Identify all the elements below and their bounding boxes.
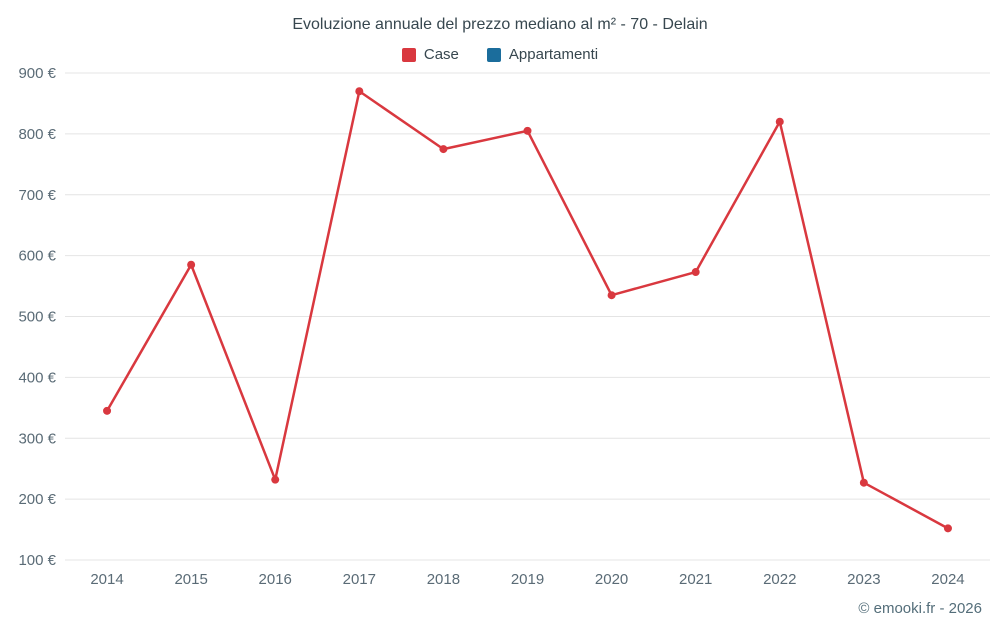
y-tick-label: 400 € [18, 369, 56, 386]
data-point-case-2021[interactable] [691, 268, 700, 277]
data-point-case-2023[interactable] [859, 478, 868, 487]
y-tick-label: 800 € [18, 126, 56, 143]
legend-label: Case [423, 46, 459, 63]
y-tick-label: 300 € [18, 430, 56, 447]
x-tick-label: 2017 [343, 571, 376, 588]
y-tick-label: 600 € [18, 248, 56, 265]
x-tick-label: 2014 [90, 571, 123, 588]
legend-marker-case [401, 47, 416, 62]
y-tick-label: 500 € [18, 309, 56, 326]
x-tick-label: 2015 [174, 571, 207, 588]
data-point-case-2016[interactable] [271, 475, 280, 484]
series-line-case [105, 90, 950, 530]
data-point-case-2020[interactable] [607, 291, 616, 300]
data-point-case-2015[interactable] [187, 260, 196, 269]
data-point-case-2017[interactable] [355, 87, 364, 96]
x-tick-label: 2021 [679, 571, 712, 588]
legend-label: Appartamenti [508, 46, 599, 63]
legend-item-appartamenti[interactable]: Appartamenti [486, 46, 599, 63]
data-point-case-2024[interactable] [943, 524, 952, 533]
chart-title: Evoluzione annuale del prezzo mediano al… [292, 16, 708, 33]
data-point-case-2022[interactable] [775, 117, 784, 126]
data-point-case-2018[interactable] [439, 145, 448, 154]
y-tick-label: 200 € [18, 491, 56, 508]
y-tick-label: 900 € [18, 65, 56, 82]
x-tick-label: 2023 [847, 571, 880, 588]
x-tick-label: 2022 [763, 571, 796, 588]
legend: Case Appartamenti [0, 46, 1000, 63]
x-tick-label: 2019 [511, 571, 544, 588]
x-tick-label: 2020 [595, 571, 628, 588]
x-tick-label: 2016 [259, 571, 292, 588]
data-point-case-2014[interactable] [103, 406, 112, 415]
x-tick-label: 2024 [931, 571, 964, 588]
x-tick-label: 2018 [427, 571, 460, 588]
copyright: © emooki.fr - 2026 [858, 600, 982, 617]
y-tick-label: 100 € [18, 552, 56, 569]
y-tick-label: 700 € [18, 187, 56, 204]
data-point-case-2019[interactable] [523, 126, 532, 135]
legend-marker-appartamenti [486, 47, 501, 62]
legend-item-case[interactable]: Case [401, 46, 459, 63]
